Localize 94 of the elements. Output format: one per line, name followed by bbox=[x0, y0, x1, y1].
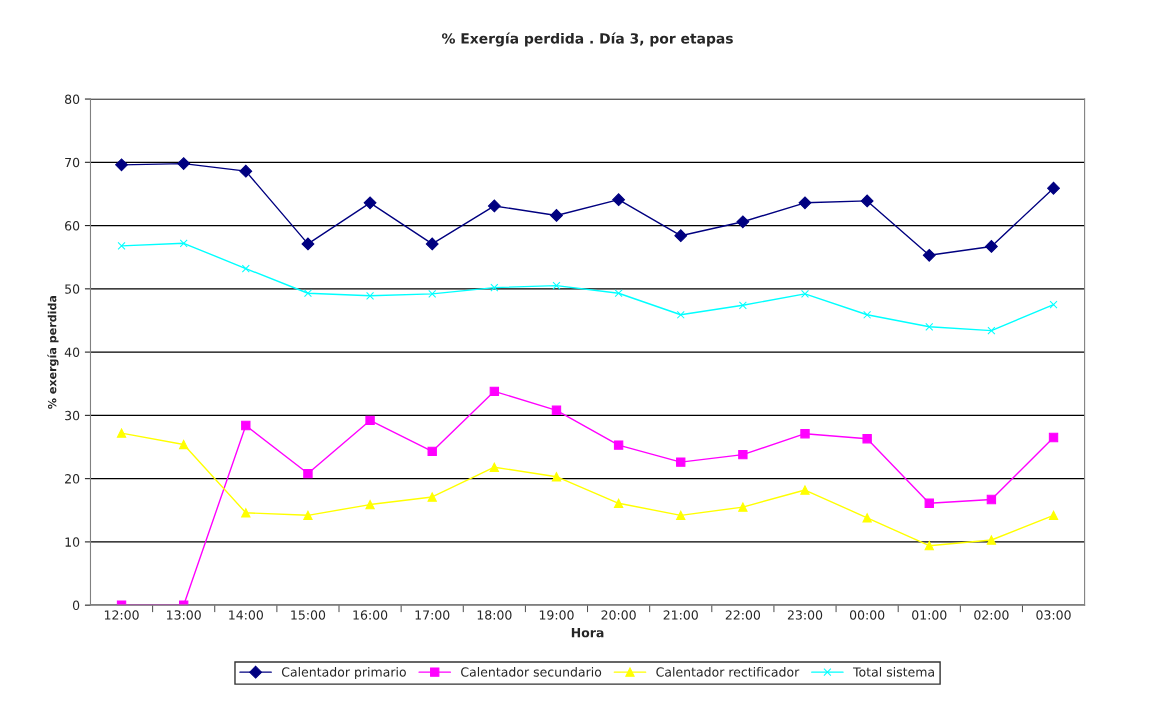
point bbox=[301, 237, 315, 251]
y-tick-label: 40 bbox=[64, 347, 80, 358]
point bbox=[801, 289, 809, 298]
y-axis-title: % exergía perdida bbox=[47, 295, 59, 409]
point bbox=[551, 472, 562, 482]
point bbox=[613, 440, 624, 450]
point bbox=[986, 535, 997, 545]
legend-label: Calentador primario bbox=[281, 667, 406, 680]
point bbox=[738, 301, 747, 310]
point bbox=[428, 289, 437, 298]
point bbox=[738, 449, 748, 460]
point bbox=[241, 420, 251, 431]
x-tick-label: 20:00 bbox=[601, 610, 636, 620]
point bbox=[489, 386, 500, 397]
x-tick-label: 15:00 bbox=[291, 610, 326, 620]
y-tick-label: 10 bbox=[65, 537, 80, 547]
x-tick-label: 17:00 bbox=[415, 610, 450, 620]
x-tick-label: 23:00 bbox=[787, 610, 823, 620]
point bbox=[798, 196, 812, 210]
point bbox=[489, 462, 500, 472]
x-tick-label: 19:00 bbox=[539, 610, 574, 620]
x-tick-label: 03:00 bbox=[1036, 610, 1071, 620]
point bbox=[924, 498, 934, 508]
x-tick-label: 14:00 bbox=[229, 610, 263, 620]
point bbox=[425, 237, 439, 251]
point bbox=[924, 541, 934, 551]
x-tick-label: 16:00 bbox=[353, 610, 388, 620]
point bbox=[366, 291, 375, 300]
y-tick-label: 70 bbox=[65, 157, 80, 168]
point bbox=[115, 158, 128, 172]
x-tick-label: 00:00 bbox=[849, 610, 885, 620]
x-tick-label: 22:00 bbox=[725, 610, 761, 620]
legend-label: Total sistema bbox=[852, 667, 934, 677]
x-axis-title: Hora bbox=[571, 628, 604, 638]
point bbox=[987, 326, 996, 335]
y-tick-label: 20 bbox=[65, 474, 80, 484]
point bbox=[860, 194, 874, 208]
y-tick-label: 80 bbox=[65, 94, 80, 104]
point bbox=[984, 240, 998, 253]
point bbox=[800, 485, 810, 495]
point bbox=[241, 508, 251, 518]
point bbox=[862, 434, 872, 444]
point bbox=[1048, 510, 1059, 520]
point bbox=[487, 199, 501, 213]
point bbox=[738, 502, 748, 512]
point bbox=[676, 310, 685, 319]
point bbox=[365, 499, 375, 510]
y-tick-label: 50 bbox=[65, 284, 80, 294]
point bbox=[676, 510, 686, 520]
point bbox=[179, 239, 188, 248]
point bbox=[363, 196, 377, 210]
point bbox=[178, 439, 189, 450]
point bbox=[552, 281, 561, 290]
point bbox=[427, 492, 437, 502]
point bbox=[922, 248, 936, 262]
y-tick-label: 30 bbox=[65, 410, 80, 421]
x-tick-label: 21:00 bbox=[663, 610, 698, 620]
point bbox=[303, 510, 313, 520]
x-tick-label: 18:00 bbox=[477, 610, 512, 620]
point bbox=[550, 209, 563, 222]
point bbox=[674, 229, 688, 243]
point bbox=[614, 289, 623, 298]
point bbox=[1049, 300, 1058, 309]
point bbox=[427, 446, 437, 457]
point bbox=[241, 264, 250, 273]
point bbox=[117, 241, 126, 250]
x-tick-label: 12:00 bbox=[104, 610, 139, 620]
point bbox=[1047, 181, 1060, 195]
point bbox=[1048, 432, 1059, 443]
point bbox=[613, 498, 624, 508]
legend-label: Calentador secundario bbox=[461, 667, 602, 677]
point bbox=[736, 215, 750, 229]
point bbox=[303, 468, 313, 479]
point bbox=[986, 494, 997, 505]
x-tick-label: 01:00 bbox=[912, 610, 947, 620]
y-tick-label: 0 bbox=[72, 600, 80, 611]
point bbox=[490, 283, 499, 292]
x-tick-label: 02:00 bbox=[974, 610, 1009, 620]
point bbox=[177, 157, 191, 170]
legend-label: Calentador rectificador bbox=[656, 667, 800, 677]
y-tick-label: 60 bbox=[65, 221, 80, 231]
point bbox=[551, 405, 562, 415]
chart-title: % Exergía perdida . Día 3, por etapas bbox=[441, 32, 733, 47]
point bbox=[365, 415, 375, 426]
x-tick-label: 13:00 bbox=[167, 610, 201, 620]
point bbox=[676, 457, 686, 467]
point bbox=[303, 289, 312, 298]
point bbox=[612, 193, 626, 207]
point bbox=[925, 322, 934, 331]
point bbox=[116, 428, 127, 438]
point bbox=[800, 429, 810, 439]
point bbox=[862, 513, 872, 523]
point bbox=[239, 164, 253, 178]
point bbox=[863, 310, 872, 319]
